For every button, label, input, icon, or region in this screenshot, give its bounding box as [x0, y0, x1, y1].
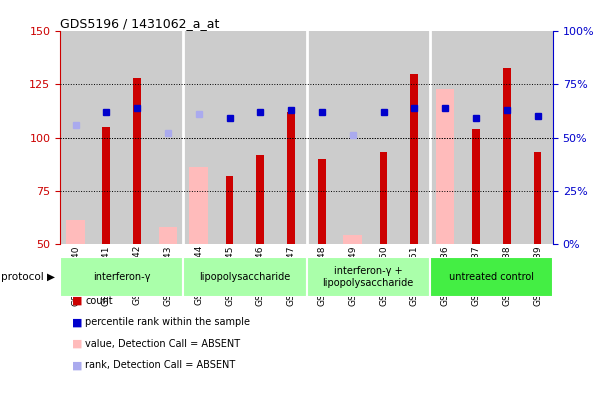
Text: rank, Detection Call = ABSENT: rank, Detection Call = ABSENT — [85, 360, 236, 371]
Bar — [368, 31, 399, 244]
Bar — [307, 257, 430, 297]
Bar — [225, 176, 233, 244]
Bar — [183, 31, 214, 244]
Bar — [102, 127, 110, 244]
Bar — [472, 129, 480, 244]
Bar — [337, 31, 368, 244]
Bar — [318, 159, 326, 244]
Bar — [257, 154, 264, 244]
Bar — [245, 31, 276, 244]
Bar — [189, 167, 208, 244]
Bar — [460, 31, 491, 244]
Text: ■: ■ — [72, 317, 82, 327]
Bar — [133, 78, 141, 244]
Bar — [276, 31, 307, 244]
Bar — [430, 257, 553, 297]
Bar — [343, 235, 362, 244]
Text: interferon-γ: interferon-γ — [93, 272, 150, 282]
Text: GDS5196 / 1431062_a_at: GDS5196 / 1431062_a_at — [60, 17, 219, 30]
Bar — [153, 31, 183, 244]
Bar — [121, 31, 153, 244]
Text: lipopolysaccharide: lipopolysaccharide — [200, 272, 290, 282]
Bar — [491, 31, 522, 244]
Bar — [287, 112, 295, 244]
Text: ■: ■ — [72, 360, 82, 371]
Bar — [60, 257, 183, 297]
Text: untreated control: untreated control — [449, 272, 534, 282]
Text: ■: ■ — [72, 296, 82, 306]
Bar — [307, 31, 337, 244]
Bar — [503, 68, 511, 244]
Text: ■: ■ — [72, 339, 82, 349]
Bar — [214, 31, 245, 244]
Bar — [66, 220, 85, 244]
Bar — [399, 31, 430, 244]
Text: count: count — [85, 296, 113, 306]
Bar — [430, 31, 460, 244]
Bar — [91, 31, 121, 244]
Text: percentile rank within the sample: percentile rank within the sample — [85, 317, 251, 327]
Text: interferon-γ +
lipopolysaccharide: interferon-γ + lipopolysaccharide — [323, 266, 413, 288]
Bar — [436, 89, 454, 244]
Bar — [410, 74, 418, 244]
Bar — [60, 31, 91, 244]
Bar — [522, 31, 553, 244]
Bar — [534, 152, 542, 244]
Text: value, Detection Call = ABSENT: value, Detection Call = ABSENT — [85, 339, 240, 349]
Bar — [380, 152, 388, 244]
Text: protocol ▶: protocol ▶ — [1, 272, 55, 282]
Bar — [183, 257, 307, 297]
Bar — [159, 227, 177, 244]
